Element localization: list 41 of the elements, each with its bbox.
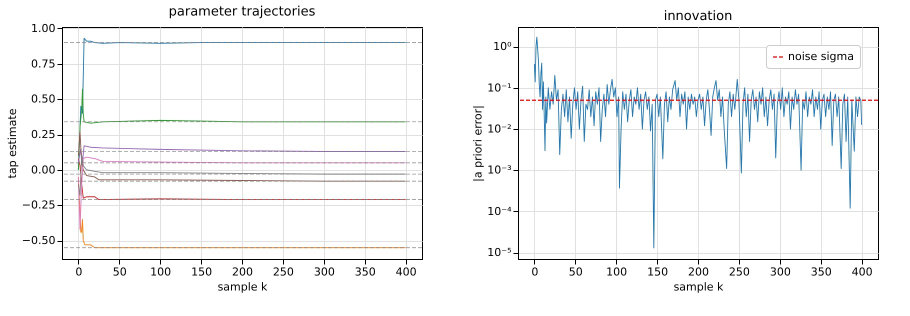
x-tick-label: 200	[688, 266, 709, 278]
chart-title: parameter trajectories	[168, 4, 316, 20]
x-tick-label: 50	[112, 266, 127, 278]
y-tick-label: 10⁻⁴	[487, 204, 512, 218]
x-axis-title: sample k	[674, 280, 724, 294]
y-tick-label: 0.00	[31, 163, 56, 176]
y-tick-label: 10⁰	[493, 40, 512, 54]
x-tick-label: 0	[531, 266, 538, 278]
x-tick-label: 250	[272, 266, 294, 278]
x-tick-label: 200	[232, 266, 253, 278]
x-tick-label: 350	[810, 266, 832, 278]
x-tick-label: 250	[728, 266, 750, 278]
y-tick-label: −0.50	[22, 234, 56, 248]
x-tick-label: 300	[314, 266, 335, 278]
y-tick-label: 0.50	[31, 92, 56, 106]
x-tick-label: 100	[606, 266, 628, 278]
x-tick-label: 350	[354, 266, 376, 278]
x-tick-label: 50	[568, 266, 583, 278]
y-tick-label: 10⁻¹	[487, 81, 512, 94]
line-series	[78, 156, 406, 230]
x-tick-label: 0	[75, 266, 82, 278]
y-tick-label: 0.75	[31, 57, 56, 70]
x-tick-label: 150	[647, 266, 668, 278]
chart-title: innovation	[664, 9, 732, 24]
x-tick-label: 100	[150, 266, 172, 278]
line-series	[78, 131, 406, 182]
x-tick-label: 400	[396, 266, 417, 278]
y-tick-label: 1.00	[31, 22, 56, 35]
y-axis-title: tap estimate	[6, 108, 19, 178]
y-tick-label: −0.25	[22, 198, 56, 212]
y-axis-title: |a priori error|	[471, 105, 484, 182]
y-tick-label: 10⁻³	[487, 164, 512, 177]
line-series	[534, 36, 862, 248]
x-tick-label: 300	[770, 266, 791, 278]
legend-label: noise sigma	[788, 50, 854, 63]
x-tick-label: 400	[852, 266, 873, 278]
y-tick-label: 10⁻²	[487, 122, 512, 136]
y-tick-label: 10⁻⁵	[487, 246, 512, 260]
x-axis-title: sample k	[218, 280, 268, 294]
x-tick-label: 150	[191, 266, 212, 278]
y-tick-label: 0.25	[31, 128, 56, 142]
